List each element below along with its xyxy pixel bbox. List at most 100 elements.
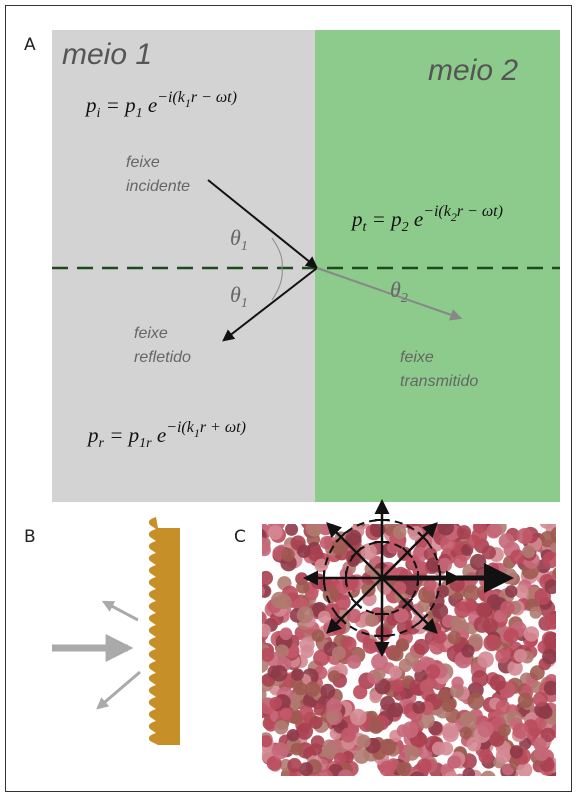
equation-part: −i(k <box>166 419 195 436</box>
particle <box>460 711 477 728</box>
particle <box>396 762 410 776</box>
particle <box>495 649 509 663</box>
equation-part: 1r <box>139 436 152 451</box>
particle <box>317 769 333 785</box>
particle <box>480 771 496 787</box>
rough-surface <box>149 517 180 745</box>
particle <box>552 567 565 580</box>
particle <box>449 756 462 769</box>
beam-word: feixe <box>134 325 168 342</box>
equation-part: p <box>350 207 363 231</box>
particle <box>545 579 560 594</box>
angle-symbol: θ <box>230 225 241 250</box>
particle <box>297 606 314 623</box>
particle <box>483 635 500 652</box>
particle <box>300 645 314 659</box>
particle <box>260 735 272 747</box>
particle <box>412 701 425 714</box>
particle <box>404 746 419 761</box>
particle <box>454 601 471 618</box>
particle <box>522 545 535 558</box>
particle <box>353 685 367 699</box>
particle <box>453 554 467 568</box>
particle <box>500 601 515 616</box>
particle <box>496 700 510 714</box>
particle <box>306 520 323 537</box>
angle-index: 1 <box>241 239 248 254</box>
particle <box>299 706 314 721</box>
figure: A meio 1 meio 2 feixeincidente feixerefl… <box>0 0 577 796</box>
particle <box>312 629 325 642</box>
particle <box>417 758 432 773</box>
equation-part: r + ωt) <box>200 419 246 436</box>
equation-part: e <box>409 207 424 231</box>
particle <box>356 629 370 643</box>
particle <box>309 743 322 756</box>
equation-part: r − ωt) <box>457 203 503 220</box>
particle <box>513 723 529 739</box>
particle <box>369 719 384 734</box>
beam-word: feixe <box>126 154 160 171</box>
particle <box>252 585 265 598</box>
particle <box>550 526 567 543</box>
particle <box>473 520 487 534</box>
particle <box>251 687 266 702</box>
particle <box>350 709 367 726</box>
particle <box>445 771 458 784</box>
particle <box>438 689 450 701</box>
particle <box>393 525 407 539</box>
beam-word: refletido <box>134 349 191 366</box>
particle <box>320 536 333 549</box>
particle <box>280 708 292 720</box>
particle <box>274 720 288 734</box>
particle <box>470 554 486 570</box>
equation-part: 2 <box>402 220 409 235</box>
particle <box>451 677 463 689</box>
particle <box>291 668 304 681</box>
particle <box>518 693 533 708</box>
equation-part: p <box>127 423 140 447</box>
particle <box>426 664 441 679</box>
particle <box>542 649 558 665</box>
particle <box>287 758 302 773</box>
particle <box>332 646 346 660</box>
particle <box>510 745 523 758</box>
particle <box>457 525 471 539</box>
equation-part: = <box>104 423 129 447</box>
panel-label: A <box>24 35 36 55</box>
particle <box>433 631 446 644</box>
particle <box>254 537 271 554</box>
particle <box>420 680 433 693</box>
particle <box>371 653 388 670</box>
particle <box>530 607 542 619</box>
particle <box>267 665 280 678</box>
scattered-arrow <box>98 672 140 708</box>
particle <box>545 614 561 630</box>
particle <box>271 592 288 609</box>
particle <box>432 742 446 756</box>
particle <box>504 628 519 643</box>
beam-word: feixe <box>400 349 434 366</box>
particle <box>365 614 378 627</box>
particle <box>524 626 539 641</box>
particle <box>260 648 274 662</box>
particle <box>476 602 491 617</box>
particle <box>357 735 371 749</box>
particle <box>287 729 300 742</box>
particle <box>514 649 527 662</box>
particle <box>459 727 471 739</box>
medium-2-area <box>315 30 560 502</box>
equation-part: 1 <box>136 106 143 121</box>
particle <box>269 697 282 710</box>
particle <box>533 737 546 750</box>
particle <box>314 704 326 716</box>
particle <box>253 611 267 625</box>
particle <box>421 520 437 536</box>
panel-label: C <box>234 527 246 547</box>
particle <box>477 651 493 667</box>
particle <box>486 524 501 539</box>
particle <box>275 644 288 657</box>
particle <box>499 533 515 549</box>
particle <box>285 523 298 536</box>
particle <box>498 724 511 737</box>
